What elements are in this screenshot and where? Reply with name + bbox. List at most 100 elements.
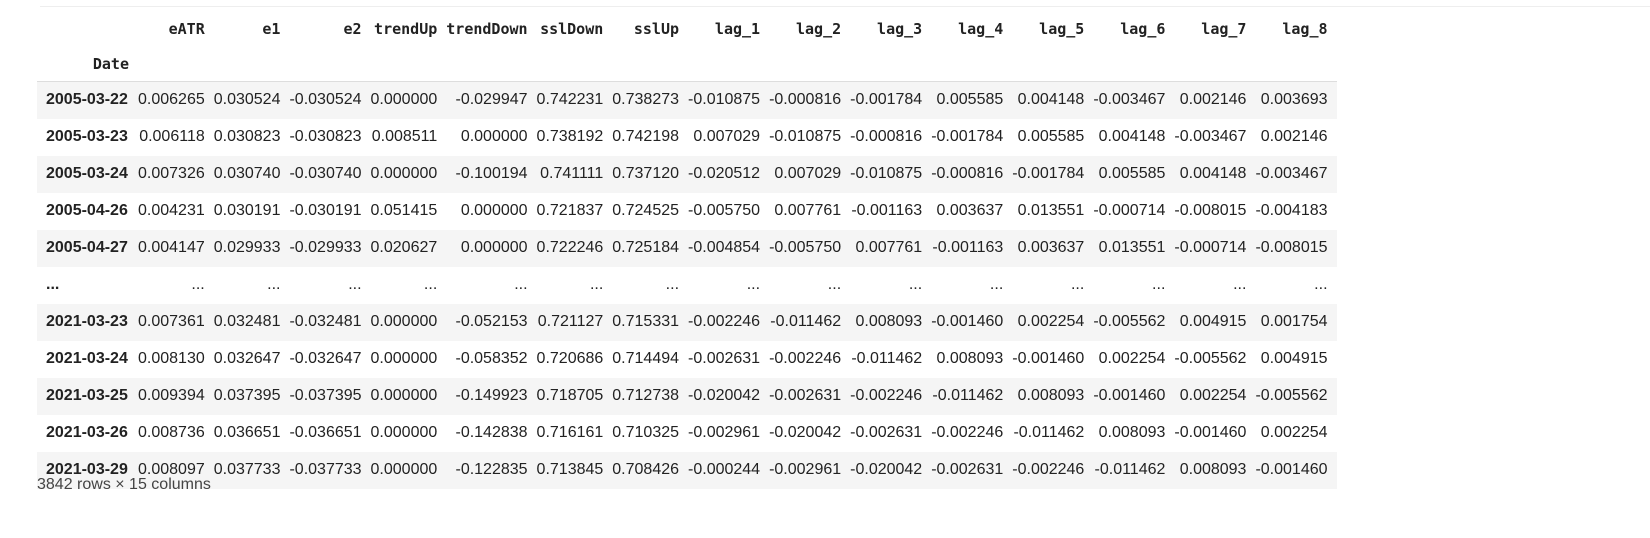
table-cell: ... <box>589 276 604 293</box>
column-header: lag_1 <box>714 20 761 38</box>
table-cell: 0.013551 <box>1017 202 1085 219</box>
table-cell: 0.000000 <box>460 239 528 256</box>
table-cell: 0.008093 <box>936 350 1004 367</box>
table-cell: -0.011462 <box>1013 424 1085 441</box>
table-cell: 0.000000 <box>370 461 438 478</box>
table-cell: 0.008093 <box>855 313 923 330</box>
table-cell: 0.714494 <box>612 350 680 367</box>
column-header: lag_2 <box>795 20 842 38</box>
table-cell: -0.029947 <box>455 91 528 109</box>
table-cell: 0.029933 <box>213 239 281 256</box>
table-cell: -0.011462 <box>770 313 842 330</box>
column-header: lag_6 <box>1120 20 1166 38</box>
table-cell: -0.000714 <box>1174 239 1247 256</box>
table-row: 2005-03-23 0.006118 0.030823 -0.030823 0.008… <box>37 119 1337 156</box>
table-cell: 0.000000 <box>460 128 528 145</box>
table-cell: 0.000000 <box>370 350 438 367</box>
table-cell: 0.713845 <box>536 461 604 478</box>
table-cell: -0.142838 <box>455 424 528 441</box>
row-index: 2005-04-26 <box>46 202 128 219</box>
table-row: 2021-03-29 0.008097 0.037733 -0.037733 0.000… <box>37 451 1337 489</box>
table-cell: ... <box>746 276 761 293</box>
table-cell: -0.002961 <box>769 461 842 478</box>
empty-header-cell <box>688 47 770 82</box>
table-cell: -0.002631 <box>769 387 842 404</box>
table-cell: 0.716161 <box>536 424 604 441</box>
column-header: lag_8 <box>1282 20 1328 38</box>
column-header: lag_4 <box>958 20 1004 38</box>
row-index: 2021-03-24 <box>46 350 128 367</box>
table-cell: -0.002961 <box>688 424 761 441</box>
table-cell: 0.725184 <box>612 239 680 256</box>
table-cell: 0.003637 <box>936 202 1004 219</box>
column-header: sslDown <box>540 20 604 38</box>
table-cell: 0.006118 <box>139 128 205 145</box>
table-cell: 0.008093 <box>1179 461 1247 478</box>
table-cell: -0.020042 <box>769 424 842 441</box>
table-cell: 0.006265 <box>138 91 205 109</box>
column-header: lag_5 <box>1039 20 1085 38</box>
table-cell: 0.720686 <box>536 350 604 367</box>
table-cell: 0.721127 <box>537 313 604 330</box>
table-cell: 0.008736 <box>138 424 205 441</box>
table-cell: -0.037395 <box>289 387 362 404</box>
table-row: 2005-04-27 0.004147 0.029933 -0.029933 0.020… <box>37 229 1337 267</box>
table-cell: -0.008015 <box>1255 239 1328 256</box>
table-cell: -0.149923 <box>455 387 528 404</box>
table-cell: 0.002254 <box>1098 350 1166 367</box>
table-row: 2005-03-24 0.007326 0.030740 -0.030740 0.000… <box>37 155 1337 193</box>
table-cell: 0.005585 <box>936 91 1004 109</box>
table-cell: 0.004148 <box>1017 91 1085 109</box>
table-cell: 0.030524 <box>213 91 281 109</box>
table-cell: 0.715331 <box>612 313 680 330</box>
table-cell: 0.007361 <box>138 313 205 330</box>
table-cell: -0.030823 <box>289 128 362 145</box>
table-cell: 0.007029 <box>693 128 761 145</box>
table-cell: -0.005750 <box>769 239 842 256</box>
table-cell: 0.007029 <box>774 165 842 182</box>
row-index: 2005-03-22 <box>46 91 128 109</box>
table-cell: 0.009394 <box>138 387 205 404</box>
table-cell: 0.004915 <box>1260 350 1328 367</box>
index-header-row: Date <box>37 47 1337 82</box>
table-cell: 0.008093 <box>1017 387 1085 404</box>
table-cell: 0.008093 <box>1098 424 1166 441</box>
empty-header-cell <box>446 47 537 82</box>
table-cell: -0.010875 <box>850 165 923 182</box>
table-cell: -0.029933 <box>289 239 362 256</box>
table-cell: 0.722246 <box>536 239 604 256</box>
table-cell: -0.003467 <box>1255 165 1328 182</box>
table-cell: 0.013551 <box>1098 239 1166 256</box>
table-cell: -0.052153 <box>455 313 528 330</box>
table-cell: 0.004148 <box>1098 128 1166 145</box>
table-cell: 0.000000 <box>370 424 438 441</box>
row-index: 2005-03-23 <box>46 128 128 145</box>
table-cell: -0.002246 <box>769 350 842 367</box>
table-cell: ... <box>423 276 438 293</box>
row-index: 2021-03-25 <box>46 387 128 404</box>
table-cell: -0.030191 <box>289 202 362 219</box>
header-corner <box>37 11 138 47</box>
table-cell: 0.710325 <box>612 424 680 441</box>
table-cell: 0.030740 <box>213 165 281 182</box>
index-name: Date <box>37 47 138 82</box>
table-cell: ... <box>989 276 1004 293</box>
table-cell: -0.001460 <box>1174 424 1247 441</box>
table-cell: ... <box>267 276 281 293</box>
table-cell: 0.004148 <box>1179 165 1247 182</box>
table-cell: 0.000000 <box>370 387 438 404</box>
table-cell: 0.002254 <box>1017 313 1085 330</box>
table-cell: 0.724525 <box>612 202 680 219</box>
table-cell: 0.738273 <box>612 91 680 109</box>
empty-header-cell <box>850 47 932 82</box>
table-cell: -0.036651 <box>289 424 362 441</box>
row-index: 2005-03-24 <box>46 165 128 182</box>
output-divider <box>40 6 1650 7</box>
table-cell: -0.011462 <box>932 387 1004 404</box>
row-index: 2021-03-26 <box>46 424 128 441</box>
column-header: trendDown <box>446 20 528 38</box>
table-cell: -0.000244 <box>688 461 761 478</box>
table-cell: 0.005585 <box>1017 128 1085 145</box>
table-cell: -0.004183 <box>1255 202 1328 219</box>
